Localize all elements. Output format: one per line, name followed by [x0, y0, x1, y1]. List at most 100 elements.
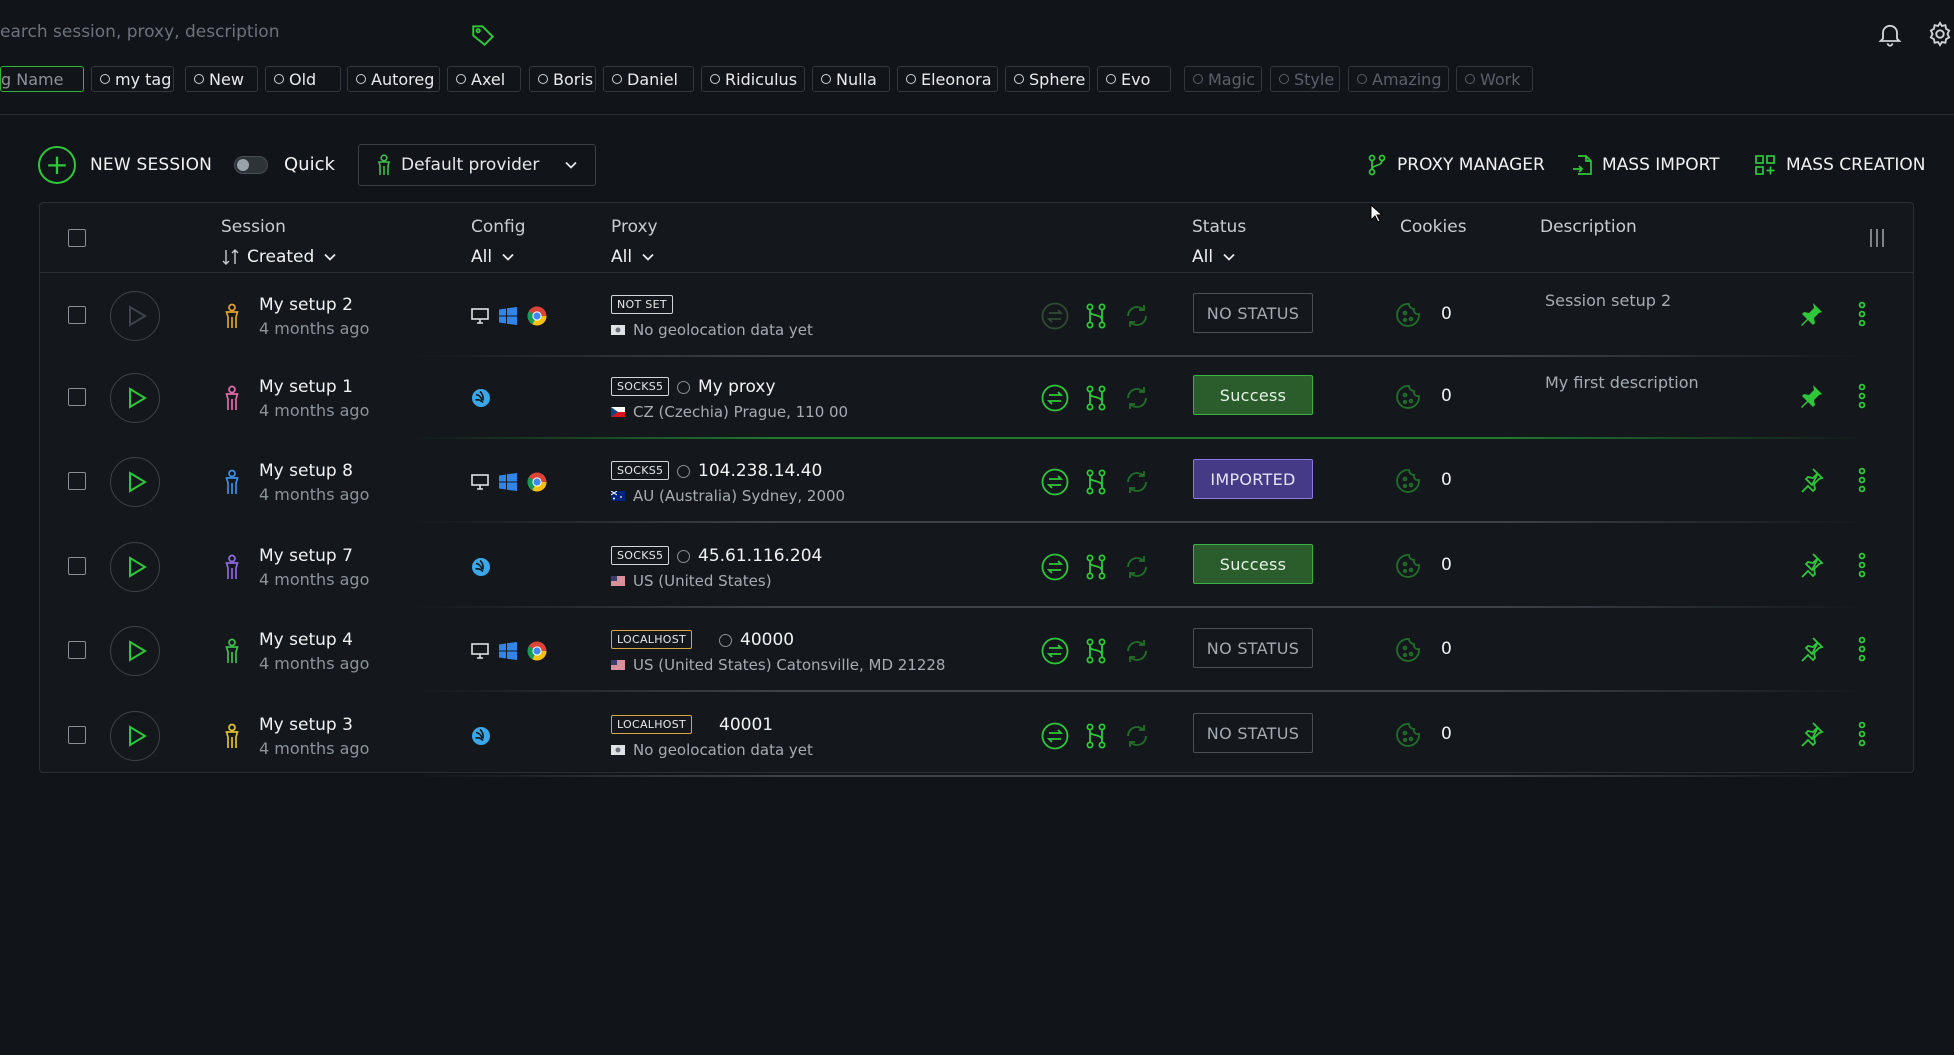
mass-import-button[interactable]: MASS IMPORT	[1572, 152, 1720, 178]
tag-chip[interactable]: Daniel	[603, 66, 694, 92]
tag-chip[interactable]: Old	[265, 66, 341, 92]
row-checkbox[interactable]	[68, 388, 86, 406]
more-vert-icon[interactable]	[1858, 467, 1866, 497]
table-row[interactable]: My setup 4 4 months ago LOCALHOST 40000 US (…	[40, 608, 1913, 692]
more-vert-icon[interactable]	[1858, 383, 1866, 413]
status-badge[interactable]: NO STATUS	[1193, 293, 1313, 333]
swap-icon[interactable]	[1040, 467, 1070, 497]
refresh-icon[interactable]	[1122, 721, 1152, 751]
tag-chip[interactable]: Work	[1456, 66, 1533, 92]
more-vert-icon[interactable]	[1858, 552, 1866, 582]
branch-icon[interactable]	[1081, 552, 1111, 582]
tag-chip[interactable]: Nulla	[812, 66, 890, 92]
tag-chip[interactable]: Amazing	[1348, 66, 1449, 92]
branch-icon[interactable]	[1081, 636, 1111, 666]
row-checkbox[interactable]	[68, 472, 86, 490]
session-name[interactable]: My setup 3	[259, 715, 353, 735]
swap-icon[interactable]	[1040, 636, 1070, 666]
table-row[interactable]: My setup 1 4 months ago SOCKS5 My proxy CZ (…	[40, 355, 1913, 439]
table-row[interactable]: My setup 3 4 months ago LOCALHOST 40001 No g…	[40, 693, 1913, 777]
status-badge[interactable]: NO STATUS	[1193, 713, 1313, 753]
table-row[interactable]: My setup 7 4 months ago SOCKS5 45.61.116.20…	[40, 524, 1913, 608]
pin-icon[interactable]	[1798, 552, 1824, 582]
swap-icon[interactable]	[1040, 721, 1070, 751]
tag-icon[interactable]	[470, 22, 496, 48]
session-name[interactable]: My setup 1	[259, 377, 353, 397]
config-filter[interactable]: All	[471, 247, 516, 267]
proxy-value[interactable]: 104.238.14.40	[677, 461, 822, 481]
branch-icon[interactable]	[1081, 467, 1111, 497]
swap-icon[interactable]	[1040, 301, 1070, 331]
branch-icon[interactable]	[1081, 301, 1111, 331]
search-input[interactable]: earch session, proxy, description	[0, 22, 280, 42]
status-badge[interactable]: NO STATUS	[1193, 628, 1313, 668]
pin-icon[interactable]	[1798, 721, 1824, 751]
provider-select[interactable]: Default provider	[358, 144, 596, 186]
select-all-checkbox[interactable]	[68, 229, 86, 247]
row-checkbox[interactable]	[68, 306, 86, 324]
branch-icon[interactable]	[1081, 721, 1111, 751]
row-checkbox[interactable]	[68, 641, 86, 659]
refresh-icon[interactable]	[1122, 301, 1152, 331]
quick-toggle[interactable]	[234, 156, 268, 174]
more-vert-icon[interactable]	[1858, 721, 1866, 751]
proxy-manager-button[interactable]: PROXY MANAGER	[1367, 152, 1545, 178]
play-button[interactable]	[110, 711, 160, 761]
play-button[interactable]	[110, 626, 160, 676]
proxy-filter[interactable]: All	[611, 247, 656, 267]
row-checkbox[interactable]	[68, 557, 86, 575]
new-session-button[interactable]: + NEW SESSION	[38, 146, 212, 184]
session-name[interactable]: My setup 4	[259, 630, 353, 650]
pin-icon[interactable]	[1798, 383, 1824, 413]
tag-chip[interactable]: Evo	[1097, 66, 1171, 92]
pin-icon[interactable]	[1798, 301, 1824, 331]
proxy-value[interactable]: 45.61.116.204	[677, 546, 822, 566]
tag-chip[interactable]: Sphere	[1005, 66, 1090, 92]
tag-chip[interactable]: Style	[1270, 66, 1340, 92]
refresh-icon[interactable]	[1122, 636, 1152, 666]
proxy-value[interactable]: 40000	[719, 630, 794, 650]
tag-chip[interactable]: Autoreg	[347, 66, 440, 92]
tag-name-input[interactable]: g Name	[0, 66, 84, 92]
mass-creation-button[interactable]: MASS CREATION	[1754, 152, 1926, 178]
play-button[interactable]	[110, 542, 160, 592]
refresh-icon[interactable]	[1122, 467, 1152, 497]
proxy-value[interactable]: My proxy	[677, 377, 776, 397]
status-filter[interactable]: All	[1192, 247, 1237, 267]
tag-chip[interactable]: Eleonora	[897, 66, 998, 92]
tag-chip[interactable]: Axel	[447, 66, 521, 92]
more-vert-icon[interactable]	[1858, 636, 1866, 666]
session-name[interactable]: My setup 8	[259, 461, 353, 481]
session-sort-control[interactable]: Created	[221, 247, 338, 267]
branch-icon[interactable]	[1081, 383, 1111, 413]
tag-chip[interactable]: New	[185, 66, 258, 92]
play-button[interactable]	[110, 291, 160, 341]
bell-icon[interactable]	[1876, 20, 1904, 48]
table-row[interactable]: My setup 8 4 months ago SOCKS5 104.238.14.4…	[40, 439, 1913, 523]
session-name[interactable]: My setup 2	[259, 295, 353, 315]
tag-chip[interactable]: my tag	[91, 66, 174, 92]
refresh-icon[interactable]	[1122, 552, 1152, 582]
swap-icon[interactable]	[1040, 383, 1070, 413]
proxy-value[interactable]: 40001	[719, 715, 774, 735]
status-badge[interactable]: Success	[1193, 544, 1313, 584]
play-button[interactable]	[110, 457, 160, 507]
status-badge[interactable]: Success	[1193, 375, 1313, 415]
tag-chip[interactable]: Boris	[529, 66, 596, 92]
session-name[interactable]: My setup 7	[259, 546, 353, 566]
play-button[interactable]	[110, 373, 160, 423]
row-checkbox[interactable]	[68, 726, 86, 744]
tag-chip[interactable]: Ridiculus	[701, 66, 805, 92]
pin-icon[interactable]	[1798, 636, 1824, 666]
pin-icon[interactable]	[1798, 467, 1824, 497]
more-vert-icon[interactable]	[1858, 301, 1866, 331]
refresh-icon[interactable]	[1122, 383, 1152, 413]
status-badge[interactable]: IMPORTED	[1193, 459, 1313, 499]
gear-icon[interactable]	[1926, 20, 1954, 48]
columns-icon[interactable]	[1866, 227, 1888, 249]
table-row[interactable]: My setup 2 4 months ago NOT SET No geolocat…	[40, 273, 1913, 357]
swap-icon[interactable]	[1040, 552, 1070, 582]
tag-chip[interactable]: Magic	[1184, 66, 1262, 92]
session-description[interactable]: My first description	[1545, 373, 1699, 392]
session-description[interactable]: Session setup 2	[1545, 291, 1672, 310]
